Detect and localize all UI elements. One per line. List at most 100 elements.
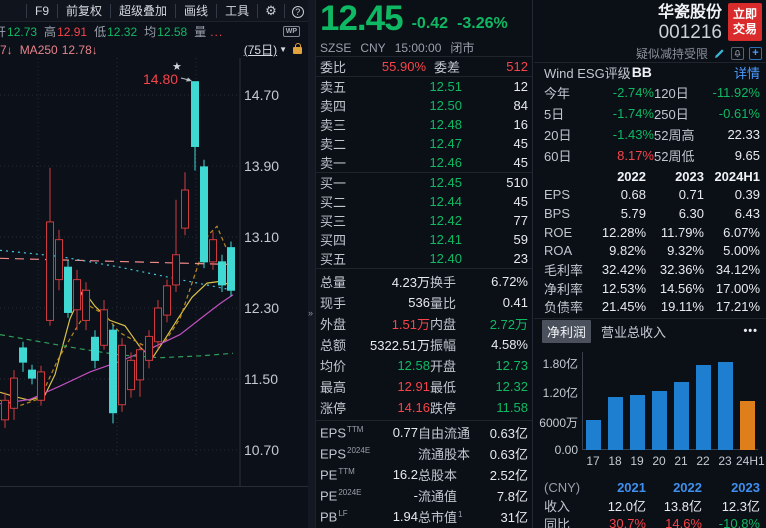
yoy-header-row: (CNY) 2021 2022 2023 <box>534 478 766 496</box>
quote-header: 12.45 -0.42 -3.26% SZSE CNY 15:00:00 闭市 <box>316 0 532 57</box>
price-change-pct: -3.26% <box>457 15 508 32</box>
gear-icon[interactable]: ⚙ <box>257 3 284 18</box>
ma-strip: 7↓ MA250 12.78↓ (75日) ▼ <box>0 41 308 58</box>
level-label: 卖五 <box>320 80 347 95</box>
ask-row[interactable]: 卖五 12.51 12 <box>316 77 532 96</box>
bid-row[interactable]: 买三 12.42 77 <box>316 211 532 230</box>
stock-header: 华瓷股份 001216 立即 交易 <box>658 3 762 43</box>
fin-metric-label: ROA <box>544 243 573 259</box>
fin-metric-value: 14.56% <box>659 280 704 296</box>
bid-levels: 买一 12.45 510 买二 12.44 45 买三 12.42 77 买四 12.41 59 买五 1… <box>316 173 532 269</box>
ma250-value: 12.78↓ <box>61 42 98 57</box>
level-volume: 77 <box>513 213 528 228</box>
tab-total-revenue[interactable]: 营业总收入 <box>601 324 667 340</box>
stat-label: 换手 <box>430 275 457 290</box>
toolbar-item[interactable]: 工具 <box>216 3 257 18</box>
yoy-year: 2022 <box>673 479 702 495</box>
stat-label: 均价 <box>320 359 347 374</box>
toolbar-item[interactable]: F9 <box>26 3 57 18</box>
fin-metric-value: 12.53% <box>601 280 646 296</box>
bar-x-tick-label: 23 <box>718 454 732 468</box>
esg-detail-link[interactable]: 详情 <box>733 65 760 81</box>
perf-value: -11.92% <box>712 85 760 100</box>
perf-value: 22.33 <box>727 127 760 142</box>
ask-row[interactable]: 卖四 12.50 84 <box>316 96 532 115</box>
candle <box>181 189 189 229</box>
perf-row: 今年 -2.74% 120日 -11.92% <box>534 82 766 103</box>
quote-time: 15:00:00 <box>394 41 442 55</box>
fin-table-row: ROE 12.28% 11.79% 6.07% <box>534 223 766 242</box>
valuation-label: PETTM <box>320 466 355 483</box>
fin-metric-value: 5.79 <box>620 205 646 221</box>
collapsed-dots[interactable]: ... <box>210 24 224 39</box>
net-profit-bar-chart[interactable]: 1.80亿 1.20亿 6000万 0.00 17 18 19 20 21 22 23 24H1 <box>534 344 766 474</box>
chevron-down-icon[interactable]: ▼ <box>279 45 287 54</box>
fin-metric-value: 6.30 <box>678 205 704 221</box>
toolbar-item[interactable]: 画线 <box>175 3 216 18</box>
candle <box>55 239 63 281</box>
valuation-value: 7.8亿 <box>496 489 528 504</box>
toolbar-items: F9 前复权 超级叠加 画线 工具 <box>26 3 257 18</box>
bar <box>651 391 667 450</box>
volume-label: 量 <box>194 25 207 39</box>
diff-label: 委差 <box>434 60 461 75</box>
fin-metric-label: 毛利率 <box>544 262 584 278</box>
tab-net-profit[interactable]: 净利润 <box>542 319 592 343</box>
yoy-value: 12.3亿 <box>721 499 760 514</box>
perf-value: -2.74% <box>612 85 654 100</box>
more-options-icon[interactable]: ••• <box>743 325 758 337</box>
bid-row[interactable]: 买五 12.40 23 <box>316 249 532 268</box>
bell-icon[interactable] <box>731 47 744 60</box>
toolbar-item[interactable]: 超级叠加 <box>110 3 175 18</box>
bar-x-tick-label: 19 <box>630 454 644 468</box>
help-icon[interactable]: ? <box>283 3 308 18</box>
trade-now-button[interactable]: 立即 交易 <box>727 3 762 41</box>
fin-year: 2024H1 <box>714 168 760 184</box>
candle <box>82 289 90 321</box>
ask-row[interactable]: 卖二 12.47 45 <box>316 134 532 153</box>
level-label: 卖四 <box>320 99 347 114</box>
bid-row[interactable]: 买二 12.44 45 <box>316 192 532 211</box>
diff-value: 512 <box>506 59 528 74</box>
ratio-label: 委比 <box>320 60 347 75</box>
collapse-arrow-icon[interactable]: » <box>308 308 314 318</box>
level-price: 12.40 <box>429 251 462 266</box>
bid-row[interactable]: 买四 12.41 59 <box>316 230 532 249</box>
bid-row[interactable]: 买一 12.45 510 <box>316 173 532 192</box>
bar-x-tick-label: 21 <box>674 454 688 468</box>
toolbar-item[interactable]: 前复权 <box>57 3 110 18</box>
candle <box>127 359 135 391</box>
lock-icon[interactable] <box>293 43 302 54</box>
level-label: 买三 <box>320 214 347 229</box>
high-value: 12.91 <box>57 24 88 39</box>
perf-row: 5日 -1.74% 250日 -0.61% <box>534 103 766 124</box>
valuation-row: PBLF 1.94 总市值1 31亿 <box>316 506 532 527</box>
candlestick-chart[interactable]: 14.70 13.90 13.10 12.30 11.50 10.70 ★14.80 <box>0 58 308 486</box>
perf-label: 今年 <box>544 86 571 101</box>
wp-monitor-icon[interactable]: WP <box>282 26 300 37</box>
add-icon[interactable]: + <box>749 47 762 60</box>
price-change: -0.42 <box>411 15 449 32</box>
stat-label: 量比 <box>430 296 457 311</box>
yoy-value: 30.7% <box>609 516 646 528</box>
yoy-row: 同比 30.7% 14.6% -10.8% <box>534 514 766 528</box>
candle <box>154 307 162 343</box>
pane-splitter[interactable]: » <box>308 0 316 528</box>
stock-name: 华瓷股份 <box>657 4 722 21</box>
perf-row: 20日 -1.43% 52周高 22.33 <box>534 124 766 145</box>
period-selector[interactable]: (75日) <box>243 43 278 57</box>
bar <box>607 396 623 450</box>
perf-label: 52周高 <box>654 128 695 143</box>
ask-row[interactable]: 卖三 12.48 16 <box>316 115 532 134</box>
low-value: 12.32 <box>107 24 138 39</box>
candle <box>209 239 217 263</box>
pencil-icon[interactable] <box>713 47 726 60</box>
kline-y-tick-label: 10.70 <box>244 442 279 458</box>
performance-rows: 今年 -2.74% 120日 -11.92% 5日 -1.74% 250日 -0.61% 20日… <box>534 82 766 166</box>
esg-label: Wind ESG评级 <box>544 65 631 81</box>
perf-value: -1.43% <box>612 127 654 142</box>
ask-row[interactable]: 卖一 12.46 45 <box>316 153 532 172</box>
fin-table-row: 负债率 21.45% 19.11% 17.21% <box>534 297 766 316</box>
fin-metric-label: 负债率 <box>544 300 584 316</box>
candle <box>73 279 81 311</box>
